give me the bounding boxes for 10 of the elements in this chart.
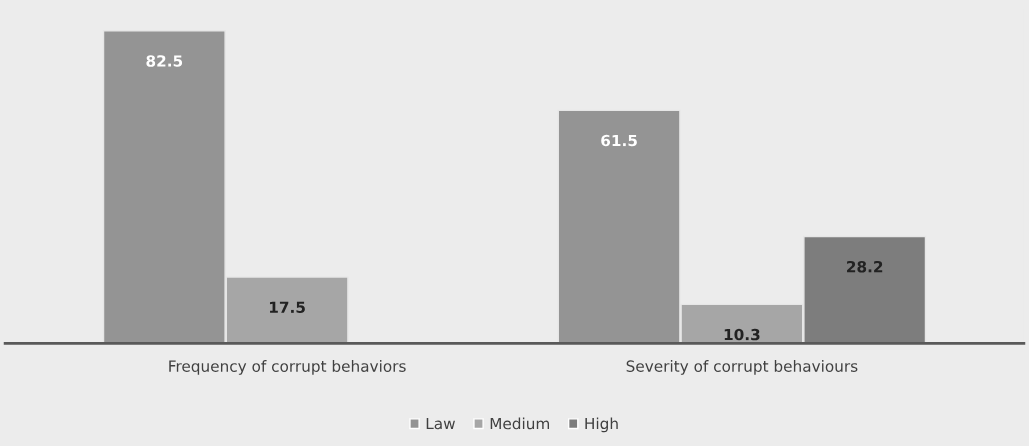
legend-label: High bbox=[585, 417, 618, 433]
legend-label: Medium bbox=[490, 417, 550, 430]
data-label: 82.5 bbox=[146, 55, 183, 67]
data-label: 61.5 bbox=[601, 134, 637, 147]
data-label: 28.2 bbox=[847, 260, 883, 273]
data-label: 17.5 bbox=[269, 301, 305, 314]
x-tick-label: Frequency of corrupt behaviors bbox=[169, 360, 406, 375]
data-label: 10.3 bbox=[724, 328, 760, 341]
legend-label: Law bbox=[426, 417, 455, 430]
x-tick-label: Severity of corrupt behaviours bbox=[626, 360, 858, 375]
